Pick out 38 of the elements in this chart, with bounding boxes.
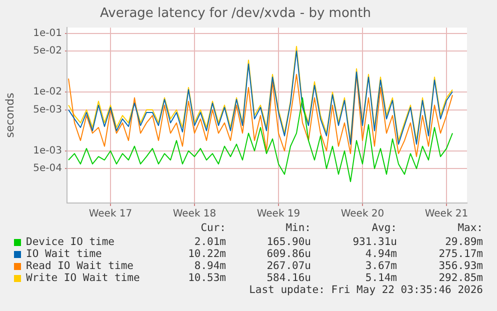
chart-title: Average latency for /dev/xvda - by month (100, 6, 371, 22)
text: 3.67m (365, 260, 397, 272)
legend-label: IO Wait time (26, 248, 102, 260)
text: Last update: Fri May 22 03:35:46 2026 (249, 284, 483, 296)
text: 275.17m (438, 248, 483, 260)
text: 4.94m (365, 248, 397, 260)
text: 356.93m (438, 260, 483, 272)
text: Min: (286, 222, 311, 234)
x-tick-label: Week 17 (88, 208, 132, 220)
text: 10.53m (188, 272, 226, 284)
text: Cur: (200, 222, 226, 234)
text: 29.89m (445, 236, 483, 248)
text: 584.16u (266, 272, 311, 284)
y-tick-label: 5e-04 (33, 163, 62, 174)
legend-label: Write IO Wait time (26, 272, 140, 284)
x-tick-label: Week 18 (172, 208, 216, 220)
text: 10.22m (188, 248, 226, 260)
y-tick-label: 5e-02 (33, 46, 62, 57)
text: 5.14m (365, 272, 397, 284)
y-tick-label: 1e-03 (33, 145, 62, 156)
legend-label: Read IO Wait time (26, 260, 134, 272)
y-tick-label: 1e-02 (33, 86, 62, 98)
text: 8.94m (194, 260, 226, 272)
text: 165.90u (266, 236, 311, 248)
text: 267.07u (266, 260, 311, 272)
text: Max: (458, 222, 483, 234)
legend-label: Device IO time (26, 236, 115, 248)
text: 931.31u (352, 236, 397, 248)
text: 292.85m (438, 272, 483, 284)
x-tick-label: Week 21 (424, 208, 468, 220)
x-tick-label: Week 19 (256, 208, 300, 220)
text: Avg: (372, 222, 397, 234)
text: 2.01m (194, 236, 226, 248)
x-tick-label: Week 20 (340, 208, 384, 220)
y-tick-label: 5e-03 (33, 104, 62, 116)
y-axis-title: seconds (3, 92, 16, 138)
text: 609.86u (266, 248, 311, 260)
y-tick-label: 1e-01 (33, 28, 62, 39)
